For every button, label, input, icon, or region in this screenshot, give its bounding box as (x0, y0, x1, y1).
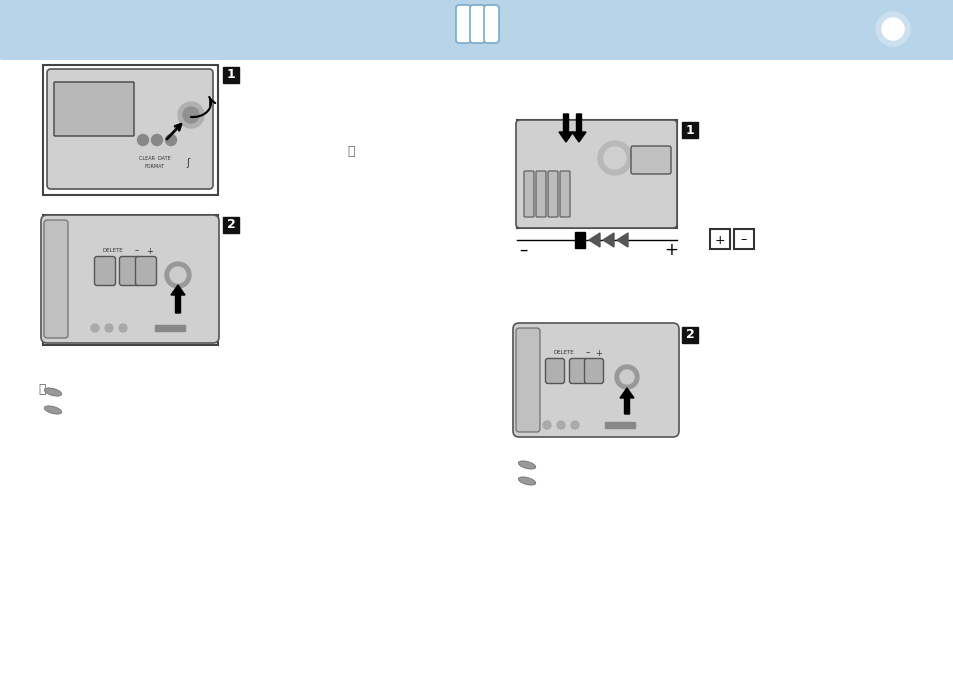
FancyBboxPatch shape (513, 323, 679, 437)
Text: ʃ: ʃ (186, 158, 190, 168)
Text: CLEAR  DATE: CLEAR DATE (139, 155, 171, 161)
Ellipse shape (44, 406, 62, 414)
Bar (223, 217, 239, 233)
FancyBboxPatch shape (41, 215, 219, 343)
Circle shape (542, 421, 551, 429)
FancyBboxPatch shape (119, 256, 140, 286)
FancyBboxPatch shape (483, 5, 498, 43)
Circle shape (165, 134, 176, 146)
FancyBboxPatch shape (547, 171, 558, 217)
Circle shape (137, 134, 149, 146)
Polygon shape (558, 114, 573, 142)
FancyBboxPatch shape (517, 120, 677, 228)
Polygon shape (619, 388, 634, 414)
FancyBboxPatch shape (733, 229, 753, 249)
Text: –: – (518, 241, 527, 259)
Circle shape (603, 147, 625, 169)
Circle shape (619, 370, 634, 384)
Polygon shape (171, 285, 185, 313)
Ellipse shape (517, 477, 536, 485)
Text: 1: 1 (685, 124, 694, 136)
Text: 2: 2 (685, 329, 694, 342)
Text: ⏲: ⏲ (347, 145, 355, 158)
Ellipse shape (44, 388, 62, 396)
Text: –: – (585, 348, 590, 358)
Circle shape (105, 324, 112, 332)
FancyBboxPatch shape (456, 5, 471, 43)
Circle shape (882, 18, 903, 40)
Circle shape (91, 324, 99, 332)
Text: ⏲: ⏲ (38, 383, 46, 396)
Text: 2: 2 (227, 219, 235, 232)
Circle shape (178, 102, 204, 128)
FancyBboxPatch shape (584, 358, 603, 383)
Text: +: + (714, 234, 724, 246)
FancyBboxPatch shape (43, 65, 218, 195)
Bar (681, 327, 698, 343)
Circle shape (557, 421, 564, 429)
Circle shape (183, 107, 199, 123)
Bar (681, 122, 698, 138)
Text: –: – (134, 246, 139, 256)
Polygon shape (602, 233, 614, 247)
Text: –: – (740, 234, 746, 246)
Text: 1: 1 (227, 68, 235, 82)
Text: +: + (595, 348, 601, 358)
FancyBboxPatch shape (43, 215, 218, 345)
FancyBboxPatch shape (516, 120, 677, 228)
Text: +: + (147, 246, 153, 256)
Bar (154, 325, 185, 331)
Text: DELETE: DELETE (553, 350, 574, 356)
Circle shape (152, 134, 162, 146)
FancyBboxPatch shape (536, 171, 545, 217)
Circle shape (119, 324, 127, 332)
Bar (223, 67, 239, 83)
Bar (604, 422, 635, 428)
Circle shape (870, 7, 914, 51)
FancyBboxPatch shape (523, 171, 534, 217)
FancyBboxPatch shape (545, 358, 564, 383)
Ellipse shape (517, 461, 536, 469)
Circle shape (875, 12, 909, 46)
Circle shape (598, 141, 631, 175)
Text: +: + (663, 241, 678, 259)
FancyBboxPatch shape (94, 256, 115, 286)
FancyBboxPatch shape (630, 146, 670, 174)
Polygon shape (588, 233, 599, 247)
Text: DELETE: DELETE (103, 248, 123, 254)
FancyBboxPatch shape (0, 0, 953, 60)
FancyBboxPatch shape (470, 5, 484, 43)
FancyBboxPatch shape (54, 82, 133, 136)
FancyBboxPatch shape (709, 229, 729, 249)
Polygon shape (572, 114, 585, 142)
FancyBboxPatch shape (516, 328, 539, 432)
Circle shape (165, 262, 191, 288)
Circle shape (170, 267, 186, 283)
Circle shape (615, 365, 639, 389)
FancyBboxPatch shape (135, 256, 156, 286)
FancyBboxPatch shape (559, 171, 569, 217)
Polygon shape (617, 233, 627, 247)
FancyBboxPatch shape (569, 358, 588, 383)
FancyBboxPatch shape (517, 325, 677, 435)
Bar (575, 232, 584, 248)
FancyBboxPatch shape (47, 69, 213, 189)
FancyBboxPatch shape (44, 220, 68, 338)
Circle shape (571, 421, 578, 429)
Text: FORMAT: FORMAT (145, 163, 165, 169)
